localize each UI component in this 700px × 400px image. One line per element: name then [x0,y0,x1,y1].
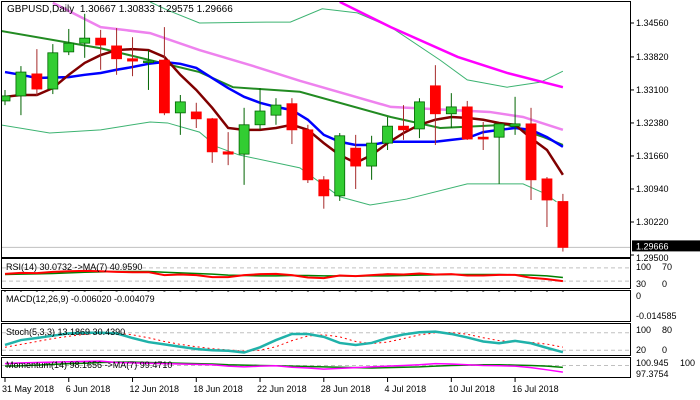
bear-candle [350,147,362,167]
rsi-panel [2,267,630,283]
bull-candle [254,110,266,126]
ma_magenta-line [339,2,564,89]
date-label: 18 Jun 2018 [193,384,243,394]
current-price-label: 1.29666 [636,241,669,251]
bear-candle [95,37,107,46]
rsi-axis-label: 0 [662,279,667,289]
price-tick-label: 1.33100 [636,85,669,95]
momentum-label: Momentum(14) 98.1656 ->MA(7) 99.4710 [6,360,173,370]
bull-candle [238,124,250,155]
macd-panel [4,291,564,292]
bull-candle [366,142,378,167]
bull-candle [47,52,59,90]
bear-candle [429,85,441,115]
rsi-axis-label: 30 [636,279,646,289]
ohlc-close: 1.29666 [196,4,233,15]
ma_violet-line [52,2,564,132]
bear-candle [111,45,122,60]
stoch-axis-label: 20 [636,345,646,355]
date-label: 10 Jul 2018 [448,384,495,394]
date-label: 28 Jun 2018 [321,384,371,394]
mom-panel-border [1,357,631,378]
momentum-axis-label: 97.3754 [636,369,669,379]
rsi-axis-label: 100 [636,262,651,272]
bull-candle [15,71,27,97]
mom-panel [2,360,630,373]
price-tick-label: 1.31660 [636,151,669,161]
bull-candle [174,101,186,114]
stoch-axis-label: 80 [662,325,672,335]
price-tick-label: 1.34560 [636,18,669,28]
date-label: 12 Jun 2018 [130,384,180,394]
ohlc-open: 1.30667 [79,4,116,15]
bull-candle [509,123,521,127]
bear-candle [541,178,553,201]
macd-label: MACD(12,26,9) -0.006020 -0.004079 [6,294,155,304]
macd-axis-label: -0.014585 [636,311,677,321]
rsi-label: RSI(14) 30.0732 ->MA(7) 40.9590 [6,262,143,272]
chart-title: GBPUSD,Daily 1.30667 1.30833 1.29575 1.2… [7,4,233,15]
bull-candle [270,104,282,116]
stoch-axis-label: 100 [636,325,651,335]
price-tick-label: 1.30220 [636,217,669,227]
bear-candle [477,136,489,140]
bear-candle [127,58,138,62]
rsi-panel-border [1,258,631,289]
bull-candle [382,125,393,144]
bear-candle [461,106,473,140]
bear-candle [557,201,569,248]
bull-candle [414,101,425,130]
bear-candle [158,59,170,114]
bands-line [149,2,564,88]
momentum-axis-label: 100.945 [636,358,669,368]
macd-axis-label: 0 [636,291,641,301]
rsi-line [4,269,564,283]
date-label: 4 Jul 2018 [385,384,427,394]
stoch-axis-label: 0 [662,345,667,355]
date-label: 6 Jun 2018 [66,384,111,394]
bear-candle [206,118,218,153]
date-label: 31 May 2018 [2,384,54,394]
bear-candle [318,179,330,197]
macd-panel-border [1,290,631,322]
main-panel-border [1,1,631,258]
bull-candle [493,123,505,138]
momentum-axis-label: 100 [680,358,695,368]
bull-candle [143,60,154,63]
ohlc-high: 1.30833 [118,4,155,15]
bull-candle [63,42,75,53]
momentum-line [4,360,564,373]
bear-candle [286,103,298,131]
date-label: 16 Jul 2018 [512,384,559,394]
bear-candle [190,111,202,120]
bear-candle [398,125,409,131]
current-price-badge [632,240,700,252]
price-tick-label: 1.33820 [636,52,669,62]
bands-line [2,121,557,206]
price-tick-label: 1.29500 [636,253,669,263]
bear-candle [302,129,314,181]
bear-candle [31,73,43,90]
rsi-axis-label: 70 [662,262,672,272]
stoch-panel-border [1,323,631,356]
bear-candle [525,123,537,181]
stoch-main-line [4,330,564,354]
price-tick-label: 1.32380 [636,118,669,128]
symbol-timeframe: GBPUSD,Daily [7,4,75,15]
bull-candle [334,135,346,197]
ohlc-low: 1.29575 [157,4,194,15]
bull-candle [2,95,11,102]
bull-candle [79,37,91,44]
stoch-label: Stoch(5,3,3) 13.1869 30.4390 [6,327,126,337]
stoch-panel [2,330,630,354]
stoch-signal-line [4,332,563,352]
bull-candle [445,106,457,115]
date-label: 22 Jun 2018 [257,384,307,394]
bear-candle [222,151,234,155]
main-panel [2,2,630,252]
price-tick-label: 1.30940 [636,184,669,194]
